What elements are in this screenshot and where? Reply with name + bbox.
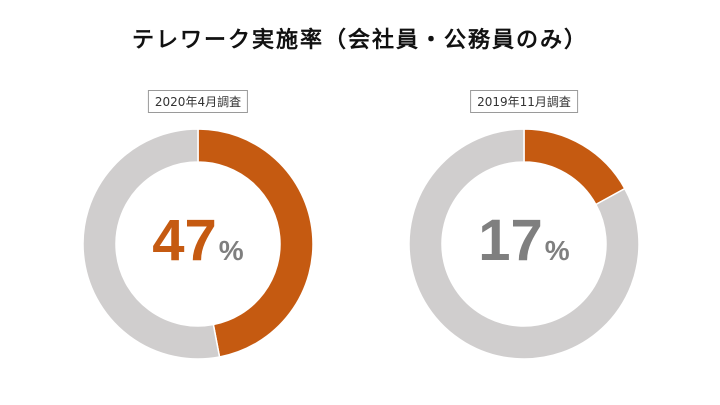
- survey-label: 2020年4月調査: [147, 90, 249, 113]
- chart-title: テレワーク実施率（会社員・公務員のみ）: [131, 28, 588, 53]
- donut-svg: [82, 128, 314, 360]
- slice-not-implemented: [82, 128, 221, 360]
- center-value: 17%: [374, 212, 674, 270]
- center-number: 47: [152, 208, 217, 273]
- donut-svg: [408, 128, 640, 360]
- survey-label: 2019年11月調査: [470, 90, 578, 113]
- slice-implemented: [523, 128, 626, 206]
- slice-not-implemented: [408, 128, 640, 360]
- center-unit: %: [218, 235, 244, 266]
- donut-chart-2020-04: 2020年4月調査 47%: [48, 90, 348, 390]
- center-unit: %: [544, 235, 570, 266]
- slice-implemented: [197, 128, 314, 358]
- donut-chart-2019-11: 2019年11月調査 17%: [374, 90, 674, 390]
- center-number: 17: [478, 208, 543, 273]
- center-value: 47%: [48, 212, 348, 270]
